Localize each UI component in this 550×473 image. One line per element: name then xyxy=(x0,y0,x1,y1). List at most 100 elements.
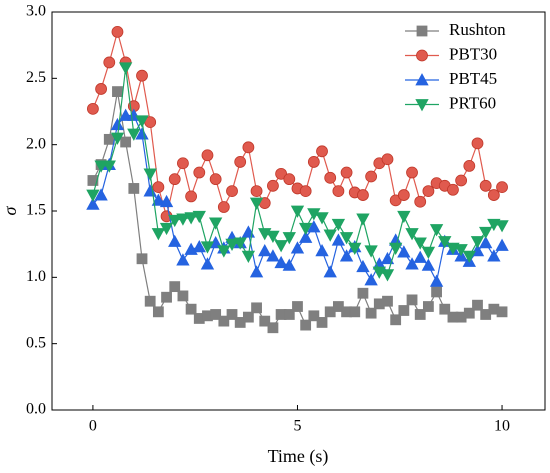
data-point xyxy=(201,149,214,162)
data-point xyxy=(487,249,501,262)
data-point xyxy=(331,233,346,246)
data-point xyxy=(242,141,255,154)
data-point xyxy=(496,306,508,318)
data-point xyxy=(324,171,337,184)
data-point xyxy=(390,314,402,326)
data-point xyxy=(380,269,395,282)
data-point xyxy=(429,224,444,237)
data-point xyxy=(422,185,435,198)
data-point xyxy=(127,128,141,141)
data-point xyxy=(413,250,427,263)
data-point xyxy=(177,157,189,170)
x-tick-label: 0 xyxy=(89,418,97,435)
data-point xyxy=(471,137,484,150)
legend-marker xyxy=(416,49,428,62)
data-point xyxy=(495,220,509,233)
data-point xyxy=(144,295,156,307)
data-point xyxy=(357,189,369,201)
data-point xyxy=(169,281,181,293)
data-point xyxy=(323,265,337,278)
data-point xyxy=(315,243,329,257)
data-point xyxy=(405,228,419,241)
data-point xyxy=(365,307,377,319)
data-point xyxy=(307,156,320,168)
data-point xyxy=(438,236,452,249)
data-point xyxy=(251,302,262,314)
series-line xyxy=(92,114,503,284)
data-point xyxy=(111,25,124,38)
data-point xyxy=(86,189,100,202)
legend-label: PRT60 xyxy=(449,93,496,112)
data-point xyxy=(192,239,206,253)
data-point xyxy=(86,197,100,210)
data-point xyxy=(316,145,328,158)
data-point xyxy=(388,242,403,255)
data-point xyxy=(462,250,476,263)
data-point xyxy=(339,232,354,245)
data-point xyxy=(290,205,305,218)
data-point xyxy=(348,242,362,255)
data-point xyxy=(447,183,459,196)
data-point xyxy=(421,246,436,259)
data-point xyxy=(192,210,206,224)
data-point xyxy=(340,166,353,179)
data-point xyxy=(259,315,271,327)
data-point xyxy=(217,201,230,213)
data-point xyxy=(429,274,444,287)
data-point xyxy=(414,195,427,208)
data-point xyxy=(102,160,116,173)
data-point xyxy=(94,160,108,173)
legend-label: PBT45 xyxy=(449,69,497,88)
data-point xyxy=(151,228,166,241)
data-point xyxy=(406,294,418,306)
legend-label: Rushton xyxy=(449,20,506,39)
data-point xyxy=(209,173,222,186)
legend-marker xyxy=(416,25,428,37)
data-point xyxy=(118,108,133,121)
data-point xyxy=(112,86,123,97)
data-point xyxy=(479,226,493,240)
data-point xyxy=(226,185,238,198)
data-point xyxy=(315,212,329,225)
data-point xyxy=(316,317,328,328)
data-point xyxy=(208,217,223,230)
data-point xyxy=(200,241,215,254)
data-point xyxy=(495,238,509,251)
data-point xyxy=(275,167,288,180)
y-axis-label: σ xyxy=(0,205,20,215)
data-point xyxy=(298,222,313,236)
data-point xyxy=(397,245,411,258)
data-point xyxy=(479,236,493,249)
data-point xyxy=(159,222,174,236)
data-point xyxy=(487,189,500,201)
y-tick-label: 2.0 xyxy=(26,135,46,152)
data-point xyxy=(454,244,468,257)
data-point xyxy=(356,259,370,273)
data-point xyxy=(87,175,99,186)
data-point xyxy=(128,183,140,194)
data-point xyxy=(331,218,346,232)
data-point xyxy=(200,257,215,270)
data-point xyxy=(249,265,264,278)
data-point xyxy=(382,295,393,307)
data-point xyxy=(159,194,174,208)
data-point xyxy=(143,168,157,181)
data-point xyxy=(398,305,410,316)
y-tick-label: 2.5 xyxy=(26,69,46,86)
data-point xyxy=(258,243,272,257)
data-point xyxy=(103,56,116,69)
data-point xyxy=(421,258,436,271)
data-point xyxy=(406,166,418,179)
data-point xyxy=(217,245,231,258)
data-point xyxy=(274,255,288,269)
data-point xyxy=(184,212,198,225)
data-point xyxy=(266,249,280,262)
data-point xyxy=(120,136,132,148)
y-tick-label: 1.0 xyxy=(26,268,46,285)
data-point xyxy=(87,102,99,115)
data-point xyxy=(389,194,402,207)
data-point xyxy=(323,229,337,242)
data-point xyxy=(267,322,279,334)
data-point xyxy=(356,213,370,226)
